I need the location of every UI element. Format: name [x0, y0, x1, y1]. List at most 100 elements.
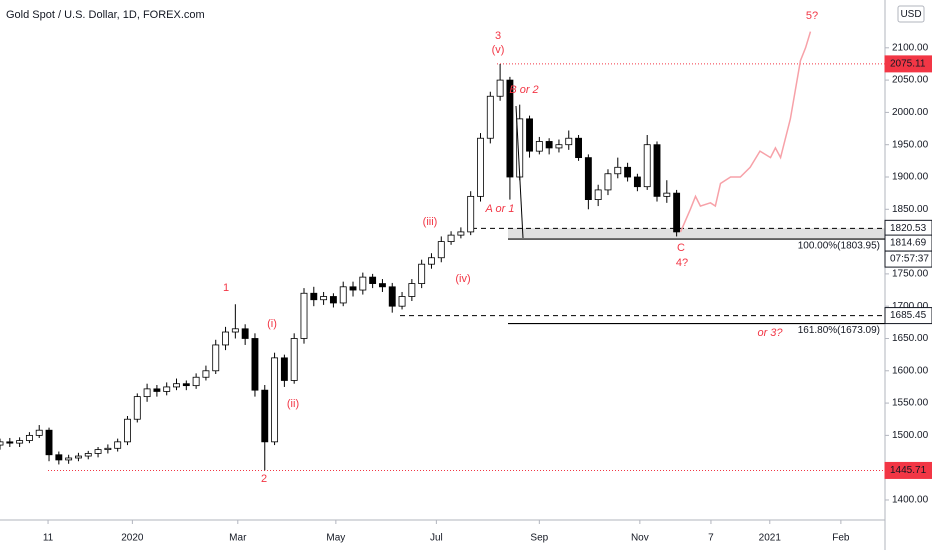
candle-body: [506, 79, 514, 178]
candle-body: [290, 338, 298, 381]
wave-label: 4?: [676, 257, 688, 269]
candle-body: [35, 429, 43, 436]
price-tag-label: 1445.71: [890, 465, 927, 476]
plot-area: 100.00%(1803.95) 161.80%(1673.09): [0, 31, 885, 471]
currency-label[interactable]: USD: [900, 9, 921, 20]
candle-body: [222, 331, 229, 346]
wave-label: 1: [223, 282, 229, 294]
x-tick-label: Feb: [832, 533, 850, 544]
y-tick-label: 2000.00: [892, 107, 929, 118]
candle-body: [584, 157, 592, 201]
fib-label: 100.00%(1803.95): [798, 241, 880, 252]
candle-body: [614, 166, 622, 175]
candle-body: [378, 283, 386, 288]
candle-body: [300, 292, 308, 339]
fib-zone: [508, 228, 885, 240]
candle-body: [320, 296, 328, 301]
candle-body: [398, 296, 406, 307]
x-tick-label: 7: [708, 533, 714, 544]
price-tag: [884, 461, 932, 479]
candle-body: [545, 141, 553, 149]
candle-body: [173, 383, 180, 388]
fib-trend-line: [515, 105, 524, 239]
candle-body: [359, 276, 367, 291]
candle-body: [104, 447, 112, 450]
candle-body: [143, 388, 151, 398]
candle-body: [94, 449, 102, 454]
last-price-label: 1814.69: [890, 238, 927, 249]
candle-body: [45, 429, 53, 456]
candle-body: [447, 234, 455, 242]
candle-body: [0, 441, 4, 446]
wave-label: 5?: [806, 10, 818, 22]
candle-body: [182, 383, 190, 387]
wave-label: A or 1: [485, 203, 515, 215]
y-tick-label: 1900.00: [892, 172, 929, 183]
candle-body: [428, 257, 435, 265]
wave-label: (iv): [455, 273, 470, 285]
projection-line: [679, 31, 812, 233]
candle-body: [212, 344, 220, 372]
candle-body: [673, 192, 681, 233]
wave-label: (v): [492, 44, 505, 56]
candle-body: [555, 144, 563, 149]
candle-body: [604, 173, 612, 191]
candle-body: [457, 231, 465, 236]
candle-body: [526, 118, 533, 152]
candle-body: [663, 192, 671, 197]
y-tick-label: 1850.00: [892, 204, 929, 215]
currency-button[interactable]: [897, 5, 925, 23]
candle-body: [251, 338, 259, 391]
y-tick-label: 2100.00: [892, 42, 929, 53]
x-tick-label: 2021: [759, 533, 782, 544]
candle-body: [280, 357, 288, 381]
price-tag-label: 1685.45: [890, 310, 927, 321]
countdown-tag: [884, 250, 932, 268]
x-tick-label: Jul: [430, 533, 443, 544]
y-tick-label: 1400.00: [892, 495, 929, 506]
candle-body: [624, 166, 632, 178]
candle-body: [565, 137, 573, 146]
candle-body: [418, 263, 426, 284]
candle-body: [329, 296, 337, 304]
candle-body: [408, 283, 416, 297]
x-tick-label: Mar: [229, 533, 247, 544]
price-tag: [884, 307, 932, 325]
candle-body: [339, 286, 347, 304]
wave-label: 3: [495, 30, 501, 42]
y-tick-label: 1600.00: [892, 365, 929, 376]
candle-body: [388, 286, 396, 307]
x-tick-label: May: [326, 533, 345, 544]
candle-body: [163, 386, 171, 392]
candle-body: [16, 440, 24, 444]
y-tick-label: 1650.00: [892, 333, 929, 344]
candle-body: [594, 189, 602, 201]
candle-body: [369, 276, 377, 284]
candle-body: [84, 453, 92, 457]
price-tag-label: 1820.53: [890, 223, 927, 234]
candle-body: [153, 388, 161, 392]
candle-body: [467, 195, 475, 233]
candle-body: [261, 389, 269, 443]
candle-body: [349, 286, 357, 291]
y-tick-label: 1500.00: [892, 430, 929, 441]
candle-body: [231, 328, 239, 333]
y-tick-label: 2050.00: [892, 75, 929, 86]
candle-body: [202, 370, 210, 378]
y-tick-label: 1750.00: [892, 269, 929, 280]
candle-body: [535, 141, 543, 152]
wave-label: (ii): [287, 398, 299, 410]
y-tick-label: 1950.00: [892, 139, 929, 150]
candle-body: [241, 328, 249, 339]
candle-body: [114, 441, 122, 449]
x-tick-label: 11: [43, 533, 54, 544]
candle-body: [575, 137, 582, 159]
wave-label: (i): [267, 318, 277, 330]
candle-body: [271, 357, 279, 443]
countdown-label: 07:57:37: [890, 254, 929, 265]
wave-label: 2: [261, 473, 267, 485]
price-tag: [884, 55, 932, 73]
candle-body: [55, 454, 63, 461]
